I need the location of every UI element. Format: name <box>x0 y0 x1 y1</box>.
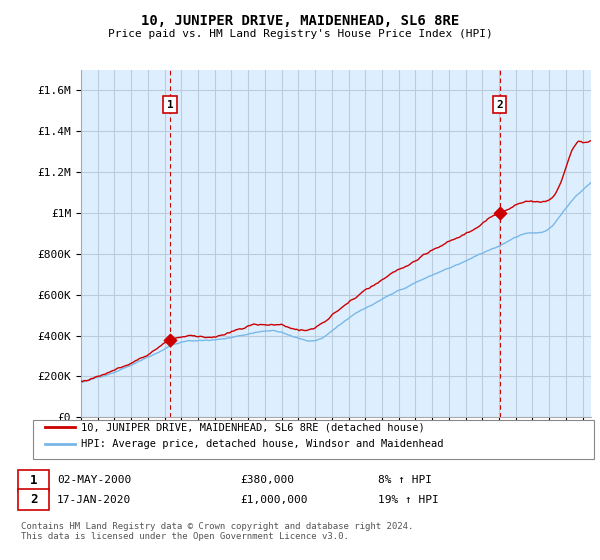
Text: 17-JAN-2020: 17-JAN-2020 <box>57 494 131 505</box>
Text: 10, JUNIPER DRIVE, MAIDENHEAD, SL6 8RE (detached house): 10, JUNIPER DRIVE, MAIDENHEAD, SL6 8RE (… <box>81 422 425 432</box>
Point <box>495 208 505 217</box>
Text: 8% ↑ HPI: 8% ↑ HPI <box>378 475 432 486</box>
Text: 2: 2 <box>496 100 503 110</box>
Text: 10, JUNIPER DRIVE, MAIDENHEAD, SL6 8RE: 10, JUNIPER DRIVE, MAIDENHEAD, SL6 8RE <box>141 14 459 28</box>
Text: 1: 1 <box>30 474 37 487</box>
Text: 02-MAY-2000: 02-MAY-2000 <box>57 475 131 486</box>
Text: £380,000: £380,000 <box>240 475 294 486</box>
Text: 19% ↑ HPI: 19% ↑ HPI <box>378 494 439 505</box>
Text: Price paid vs. HM Land Registry's House Price Index (HPI): Price paid vs. HM Land Registry's House … <box>107 29 493 39</box>
Text: 2: 2 <box>30 493 37 506</box>
Text: Contains HM Land Registry data © Crown copyright and database right 2024.
This d: Contains HM Land Registry data © Crown c… <box>21 522 413 542</box>
Text: 1: 1 <box>167 100 173 110</box>
Text: HPI: Average price, detached house, Windsor and Maidenhead: HPI: Average price, detached house, Wind… <box>81 439 443 449</box>
Point <box>166 335 175 344</box>
Text: £1,000,000: £1,000,000 <box>240 494 308 505</box>
